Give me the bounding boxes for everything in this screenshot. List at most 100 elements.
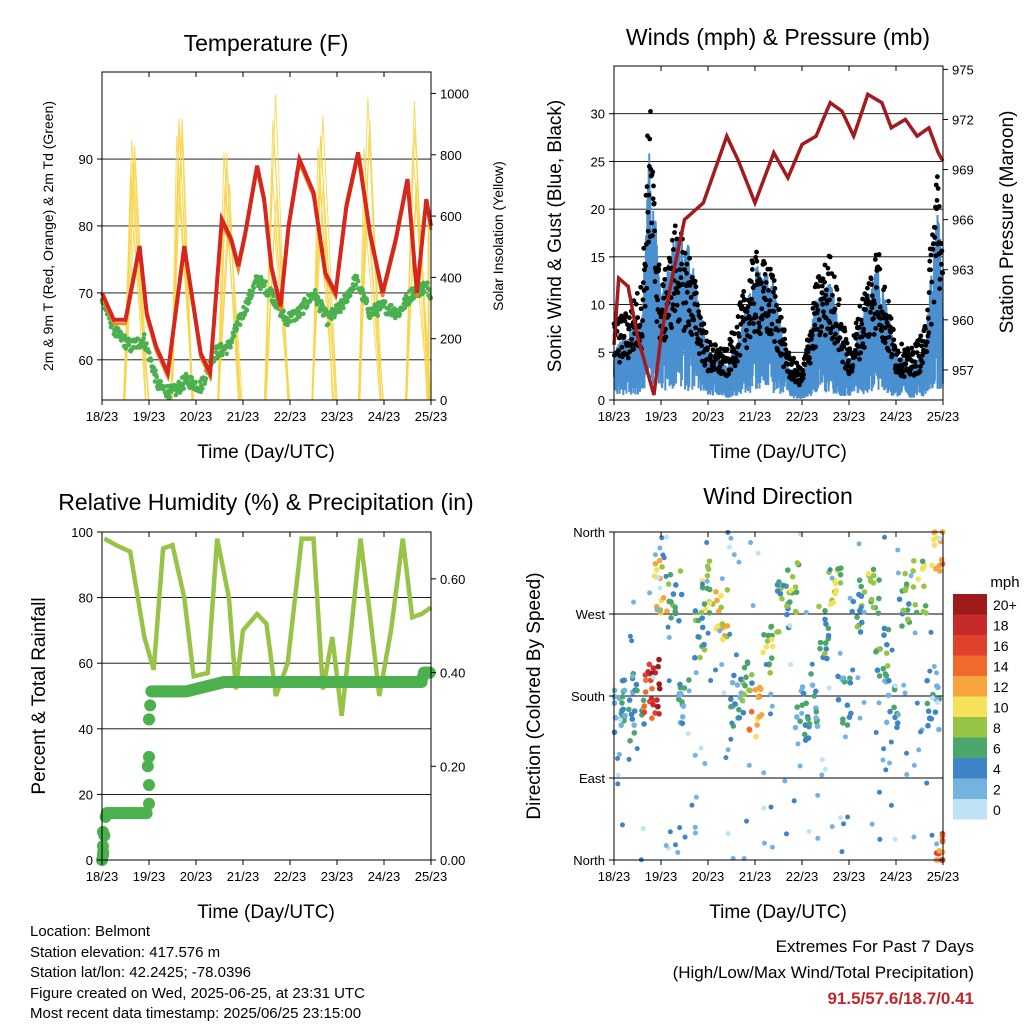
direction-point: [693, 794, 699, 800]
direction-point: [693, 670, 699, 676]
direction-point: [871, 572, 877, 579]
direction-point: [685, 731, 691, 737]
y2-tick-label: 960: [952, 313, 974, 328]
gust-point: [634, 290, 640, 296]
dewpoint-point: [285, 322, 290, 328]
direction-point: [702, 761, 708, 767]
dewpoint-point: [224, 351, 229, 357]
gust-point: [743, 327, 749, 333]
gust-point: [932, 235, 938, 240]
direction-point: [723, 755, 729, 761]
direction-point: [891, 704, 897, 711]
dewpoint-point: [158, 379, 163, 384]
gust-point: [864, 293, 870, 298]
gust-point: [678, 275, 684, 281]
dewpoint-point: [301, 311, 306, 317]
direction-point: [677, 825, 683, 831]
direction-point: [666, 634, 672, 640]
direction-point: [896, 596, 903, 603]
dewpoint-point: [281, 308, 286, 314]
direction-point: [663, 842, 669, 848]
gust-point: [871, 316, 876, 321]
gust-point: [736, 342, 742, 348]
direction-point: [631, 722, 637, 728]
gust-point: [710, 347, 716, 353]
gust-point: [740, 293, 745, 299]
direction-point: [728, 736, 734, 742]
direction-point: [833, 587, 840, 594]
direction-point: [656, 656, 662, 663]
gust-point: [860, 341, 866, 347]
direction-point: [667, 571, 674, 578]
direction-point: [678, 591, 685, 598]
speed-legend-label: 18: [993, 618, 1009, 634]
direction-point: [861, 609, 867, 615]
gust-point: [809, 336, 814, 342]
precip-point: [143, 779, 155, 792]
gust-point: [691, 317, 697, 323]
gust-point: [774, 303, 779, 308]
gust-point: [824, 287, 829, 293]
temperature-ylabel-right: Solar Insolation (Yellow): [490, 161, 506, 311]
direction-point: [837, 815, 843, 821]
gust-point: [782, 342, 788, 347]
dewpoint-point: [354, 274, 360, 279]
gust-point: [754, 258, 760, 264]
direction-point: [881, 625, 888, 632]
direction-point: [835, 696, 842, 703]
direction-point: [780, 582, 787, 589]
direction-point: [615, 755, 621, 761]
gust-point: [650, 196, 656, 202]
direction-point: [728, 535, 734, 541]
gust-point: [859, 334, 865, 340]
direction-point: [784, 567, 791, 573]
direction-point: [664, 534, 670, 540]
gust-point: [830, 292, 835, 298]
direction-point: [787, 599, 793, 605]
direction-point: [776, 579, 782, 585]
dewpoint-point: [193, 379, 198, 385]
gust-point: [823, 292, 829, 298]
gust-point: [749, 266, 755, 272]
y-tick-label: 90: [79, 152, 93, 167]
direction-point: [825, 632, 832, 639]
direction-point: [911, 762, 917, 768]
gust-point: [771, 289, 776, 295]
direction-point: [806, 721, 813, 727]
direction-point: [629, 638, 635, 644]
direction-point: [839, 849, 845, 855]
direction-point: [902, 690, 908, 696]
y-tick-label: 30: [591, 107, 605, 122]
gust-point: [863, 307, 868, 313]
gust-point: [920, 360, 926, 366]
gust-point: [914, 350, 920, 356]
y-tick-label: West: [576, 607, 606, 622]
gust-point: [726, 371, 732, 377]
gust-point: [844, 340, 850, 346]
direction-point: [760, 649, 766, 656]
direction-point: [686, 677, 692, 683]
x-tick-label: 19/23: [133, 409, 166, 424]
gust-point: [740, 319, 746, 325]
direction-point: [615, 781, 621, 787]
gust-point: [926, 330, 932, 336]
direction-point: [761, 840, 767, 846]
direction-point: [724, 587, 731, 593]
dewpoint-point: [271, 293, 276, 299]
gust-point: [683, 324, 688, 330]
gust-point: [935, 186, 941, 191]
direction-point: [761, 805, 767, 811]
direction-point: [854, 614, 860, 621]
direction-point: [858, 593, 865, 599]
direction-point: [746, 762, 752, 768]
direction-xlabel: Time (Day/UTC): [709, 902, 847, 923]
gust-point: [652, 279, 658, 284]
humidity-ylabel-left: Percent & Total Rainfall: [29, 597, 50, 794]
direction-point: [713, 588, 719, 595]
x-tick-label: 23/23: [833, 409, 866, 424]
gust-point: [647, 136, 653, 142]
gust-point: [922, 326, 928, 331]
gust-point: [669, 237, 675, 243]
gust-point: [688, 295, 694, 300]
